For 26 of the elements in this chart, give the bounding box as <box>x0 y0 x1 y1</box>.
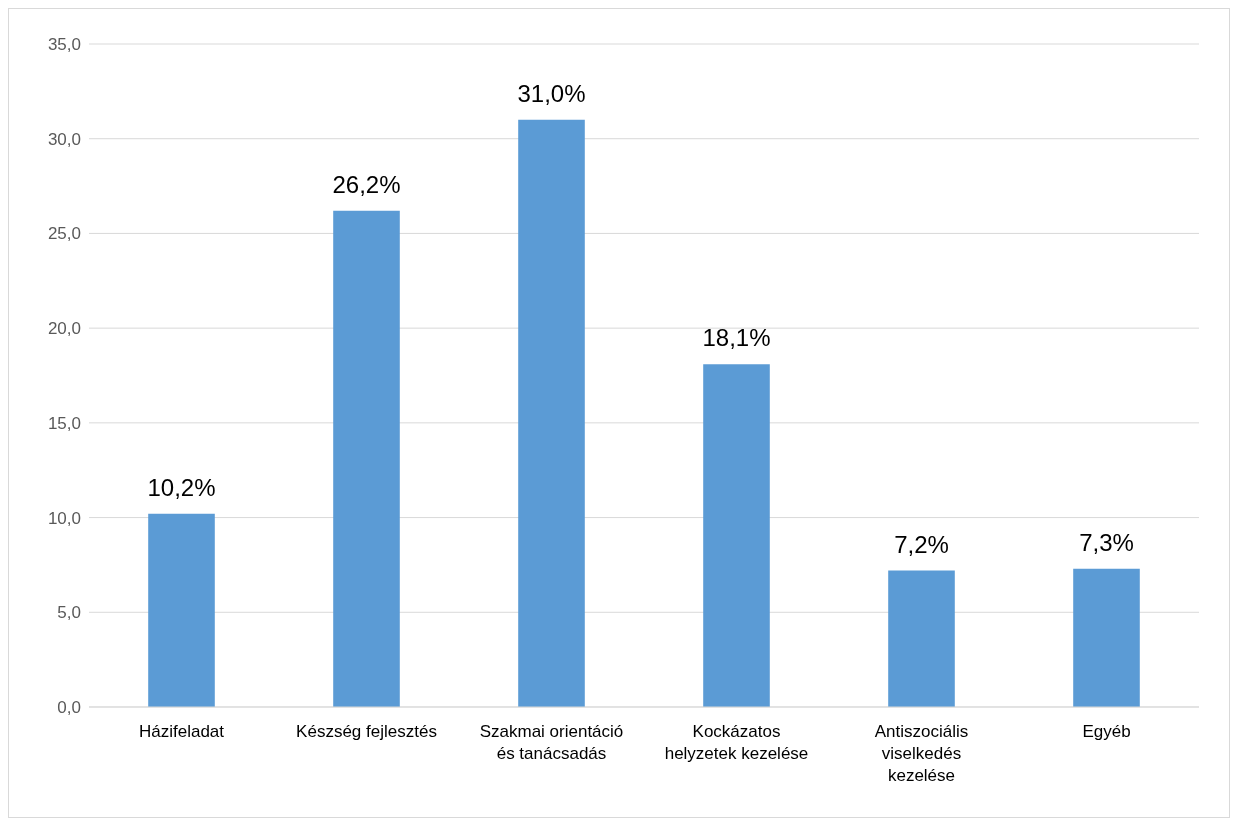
bar <box>1073 568 1140 707</box>
data-label: 7,2% <box>894 530 949 558</box>
x-tick-label: Szakmai orientáció és tanácsadás <box>479 722 624 763</box>
bar <box>148 513 215 707</box>
bar <box>703 364 770 707</box>
data-label: 26,2% <box>332 170 401 198</box>
x-tick-label: Antiszociális viselkedés kezelése <box>874 722 969 785</box>
x-tick-label: Készség fejlesztés <box>296 722 437 741</box>
x-tick-label: Házifeladat <box>138 722 225 741</box>
data-label: 10,2% <box>147 473 216 501</box>
bar <box>888 570 955 707</box>
x-tick-label: Kockázatos helyzetek kezelése <box>664 722 809 763</box>
y-tick-label: 35,0 <box>47 35 81 55</box>
y-tick-label: 25,0 <box>47 224 81 244</box>
y-tick-label: 30,0 <box>47 129 81 149</box>
y-tick-label: 10,0 <box>47 508 81 528</box>
y-tick-label: 0,0 <box>57 698 81 718</box>
y-tick-label: 15,0 <box>47 413 81 433</box>
bar <box>518 119 585 707</box>
bar <box>333 210 400 707</box>
x-tick-label: Egyéb <box>1082 722 1131 741</box>
y-tick-label: 20,0 <box>47 319 81 339</box>
data-label: 31,0% <box>517 79 586 107</box>
data-label: 7,3% <box>1079 528 1134 556</box>
y-tick-label: 5,0 <box>57 603 81 623</box>
data-label: 18,1% <box>702 324 771 352</box>
